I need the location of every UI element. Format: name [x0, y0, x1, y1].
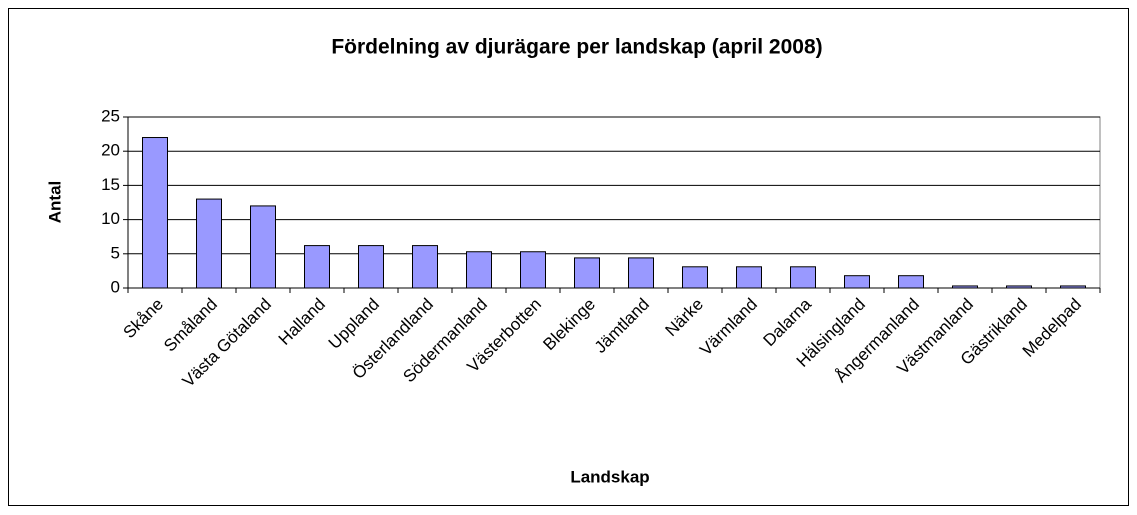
y-tick-label: 5 — [111, 243, 120, 262]
bar — [520, 251, 546, 289]
bar — [736, 266, 762, 289]
bar — [574, 257, 600, 289]
bar — [952, 285, 978, 289]
bar — [466, 251, 492, 289]
bar — [1006, 285, 1032, 289]
bar — [682, 266, 708, 289]
plot-area — [127, 116, 1101, 289]
bar — [304, 245, 330, 289]
bar — [844, 275, 870, 289]
bar — [412, 245, 438, 289]
bar — [1060, 285, 1086, 289]
bar — [628, 257, 654, 289]
y-tick-label: 20 — [101, 141, 120, 160]
bar — [250, 205, 276, 289]
x-axis-label: Landskap — [570, 467, 649, 486]
y-axis-label: Antal — [45, 181, 64, 224]
y-tick-label: 15 — [101, 175, 120, 194]
y-tick-label: 0 — [111, 277, 120, 296]
y-tick-label: 25 — [101, 106, 120, 125]
bar — [196, 198, 222, 289]
bar — [142, 137, 168, 289]
chart-title: Fördelning av djurägare per landskap (ap… — [331, 36, 822, 59]
y-tick-label: 10 — [101, 209, 120, 228]
bar — [358, 245, 384, 289]
bar — [790, 266, 816, 289]
bar — [898, 275, 924, 289]
